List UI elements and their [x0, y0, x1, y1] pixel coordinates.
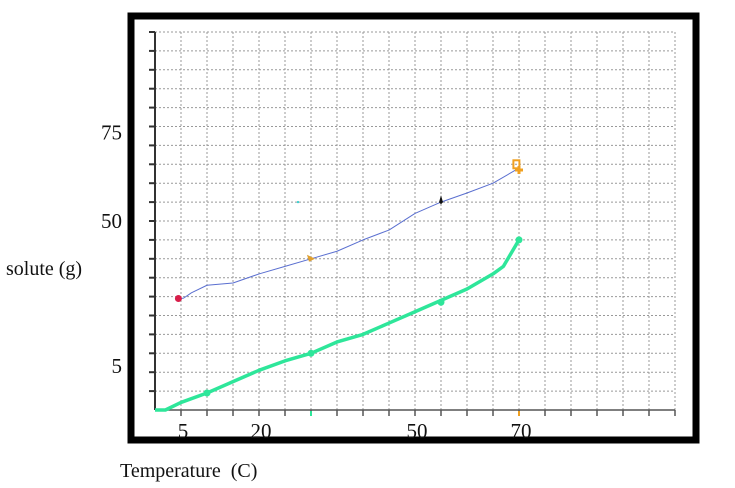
y-tick-label: 50 — [101, 209, 122, 233]
chart-frame — [127, 12, 700, 444]
marker-circle — [437, 298, 445, 306]
series-line-1 — [155, 239, 521, 412]
x-tick-label: 20 — [251, 419, 272, 443]
series-line-0 — [180, 167, 520, 299]
x-tick-label: 5 — [178, 419, 189, 443]
y-tick-label: 75 — [101, 121, 122, 145]
marker-circle — [515, 236, 523, 244]
y-tick-label: 5 — [112, 354, 123, 378]
marker-triangle — [307, 254, 315, 262]
tick-labels: 5 20 50 70 75 50 5 — [101, 121, 532, 444]
marker-circle — [296, 200, 300, 204]
grid — [155, 31, 676, 410]
markers-group — [174, 159, 523, 397]
axes — [149, 31, 676, 416]
marker-square — [512, 159, 521, 170]
x-tick-label: 70 — [511, 419, 532, 443]
marker-circle — [174, 294, 182, 302]
x-axis-label: Temperature (C) — [120, 460, 257, 482]
marker-cross — [515, 165, 523, 174]
marker-circle — [307, 349, 315, 357]
marker-circle — [203, 389, 211, 397]
marker-arrow — [439, 195, 443, 205]
y-axis-label: solute (g) — [6, 258, 82, 280]
x-tick-label: 50 — [407, 419, 428, 443]
series-group — [155, 167, 521, 412]
